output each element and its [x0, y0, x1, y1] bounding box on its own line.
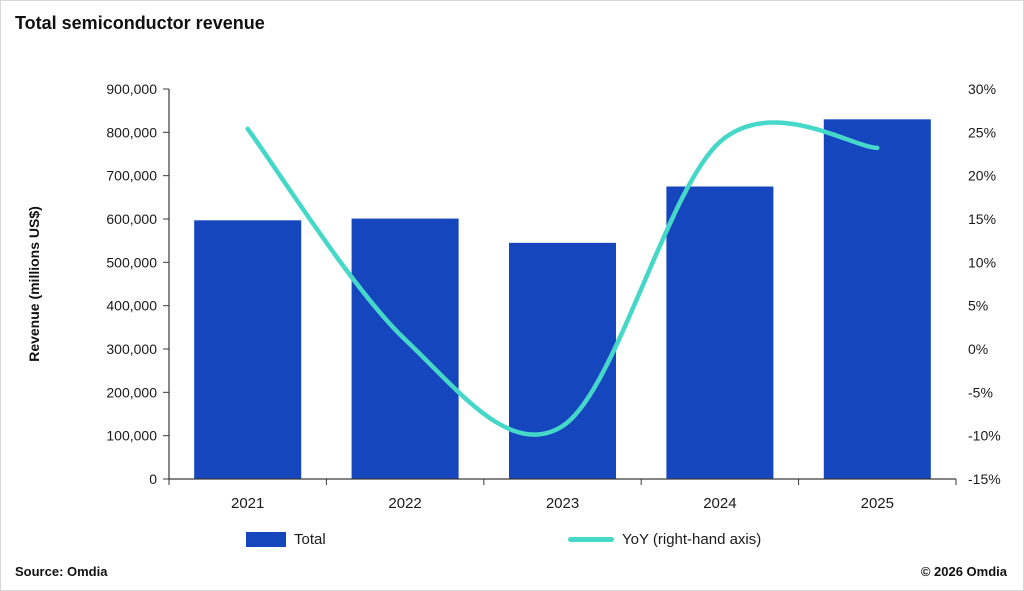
right-axis-tick-label: -15%: [968, 471, 1001, 487]
left-axis-tick-label: 400,000: [106, 298, 157, 314]
x-axis-label: 2021: [231, 495, 264, 512]
yoy-line: [245, 120, 880, 437]
bar-2024: [666, 186, 774, 479]
x-axis-label: 2024: [703, 495, 736, 512]
left-axis-tick-label: 600,000: [106, 211, 157, 227]
right-axis-tick-label: 10%: [968, 254, 996, 270]
legend-total-swatch: [246, 531, 286, 547]
right-axis-tick-label: -5%: [968, 384, 993, 400]
chart-title: Total semiconductor revenue: [15, 13, 265, 33]
left-axis-tick-label: 900,000: [106, 81, 157, 97]
right-axis-tick-label: 30%: [968, 81, 996, 97]
right-axis-tick-label: 25%: [968, 124, 996, 140]
bar-2023: [508, 242, 617, 479]
left-axis-tick-label: 200,000: [106, 384, 157, 400]
left-axis-tick-label: 300,000: [106, 341, 157, 357]
x-axis-label: 2023: [546, 495, 579, 512]
left-axis-tick-label: 500,000: [106, 254, 157, 270]
bar-2025: [823, 119, 931, 479]
right-axis-tick-label: 15%: [968, 211, 996, 227]
left-axis-tick-label: 800,000: [106, 124, 157, 140]
left-axis-tick-label: 700,000: [106, 168, 157, 184]
legend-total-label: Total: [294, 530, 326, 548]
left-axis-tick-label: 0: [149, 471, 157, 487]
x-axis-label: 2022: [388, 495, 421, 512]
bar-2022: [351, 218, 459, 480]
legend-yoy-swatch: [568, 536, 614, 542]
bar-2021: [194, 220, 302, 480]
left-axis-tick-label: 100,000: [106, 428, 157, 444]
copyright-text: © 2026 Omdia: [920, 564, 1007, 579]
legend-yoy-label: YoY (right-hand axis): [622, 530, 762, 548]
right-axis-tick-label: -10%: [968, 428, 1001, 444]
x-axis-label: 2025: [861, 495, 894, 512]
legend-item-total: Total: [246, 528, 326, 550]
legend-item-yoy: YoY (right-hand axis): [568, 528, 761, 550]
right-axis-tick-label: 5%: [968, 298, 988, 314]
source-text: Source: Omdia: [15, 564, 108, 579]
right-axis-tick-label: 0%: [968, 341, 988, 357]
right-axis-tick-label: 20%: [968, 168, 996, 184]
